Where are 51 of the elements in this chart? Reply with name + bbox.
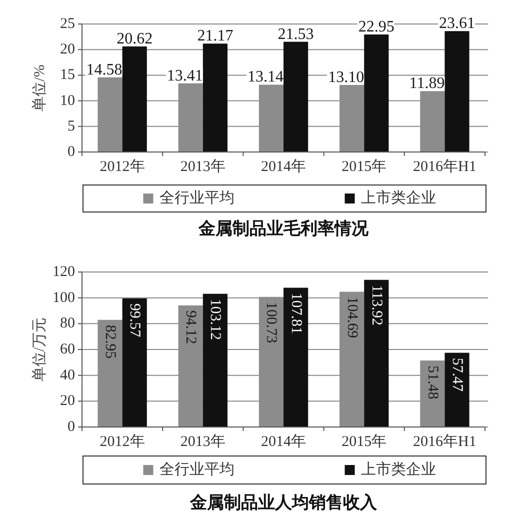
category-label: 2015年 xyxy=(342,159,387,175)
tick-label: 25 xyxy=(60,16,75,32)
tick-label: 5 xyxy=(68,118,75,134)
legend-label: 全行业平均 xyxy=(159,190,234,206)
category-label: 2016年H1 xyxy=(413,159,476,175)
data-label: 21.53 xyxy=(278,26,314,43)
title: 金属制品业人均销售收入 xyxy=(190,493,377,512)
data-label: 99.57 xyxy=(126,303,143,338)
title: 金属制品业毛利率情况 xyxy=(198,219,368,238)
tick-label: 0 xyxy=(68,144,75,160)
category-label: 2012年 xyxy=(100,434,145,450)
tick-label: 40 xyxy=(60,367,75,384)
category-label: 2012年 xyxy=(100,159,145,175)
data-label: 13.41 xyxy=(166,67,203,84)
category-label: 2013年 xyxy=(180,159,226,175)
tick-label: 10 xyxy=(60,92,75,109)
data-label: 57.47 xyxy=(449,358,465,392)
data-label: 51.48 xyxy=(424,366,440,400)
tick-label: 20 xyxy=(60,42,75,58)
data-label: 103.12 xyxy=(207,298,224,340)
category-label: 2016年H1 xyxy=(413,434,476,450)
category-label: 2014年 xyxy=(261,159,306,175)
tick-label: 15 xyxy=(60,67,75,84)
tick-label: 0 xyxy=(68,419,75,435)
data-label: 100.73 xyxy=(263,302,280,344)
tick-label: 100 xyxy=(52,290,75,306)
legend-label: 上市类企业 xyxy=(360,462,436,478)
data-label: 113.92 xyxy=(368,284,384,326)
data-label: 94.12 xyxy=(182,310,199,344)
data-label: 21.17 xyxy=(197,28,234,45)
data-label: 104.69 xyxy=(344,296,360,338)
category-label: 2013年 xyxy=(180,434,226,450)
category-label: 2014年 xyxy=(261,434,306,450)
tick-label: 20 xyxy=(60,393,75,410)
tick-label: 80 xyxy=(60,316,75,332)
data-label: 13.10 xyxy=(328,68,364,86)
y-axis-title: 单位/% xyxy=(32,64,48,112)
tick-label: 60 xyxy=(60,342,75,358)
legend-label: 全行业平均 xyxy=(159,462,234,478)
data-label: 11.89 xyxy=(409,75,445,92)
category-label: 2015年 xyxy=(342,434,387,450)
data-label: 13.14 xyxy=(248,68,284,86)
data-label: 14.58 xyxy=(86,61,122,78)
data-label: 22.95 xyxy=(358,18,394,36)
data-label: 23.61 xyxy=(439,15,475,32)
data-label: 82.95 xyxy=(102,324,118,359)
data-label: 107.81 xyxy=(288,292,304,334)
tick-label: 120 xyxy=(52,264,75,280)
y-axis-title: 单位/万元 xyxy=(32,317,48,382)
data-label: 20.62 xyxy=(116,30,153,48)
legend-label: 上市类企业 xyxy=(360,190,436,206)
